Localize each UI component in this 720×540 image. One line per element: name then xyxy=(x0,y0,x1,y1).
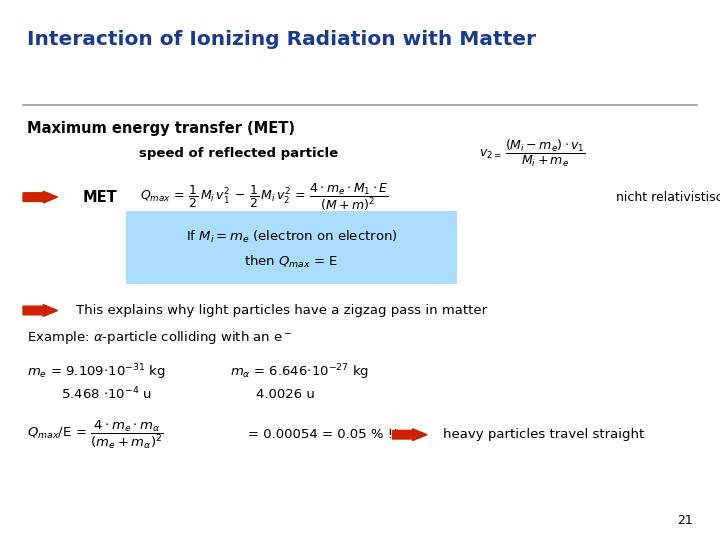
FancyArrow shape xyxy=(23,305,58,316)
Text: speed of reflected particle: speed of reflected particle xyxy=(139,147,338,160)
FancyArrow shape xyxy=(392,429,427,441)
Text: nicht relativistisch: nicht relativistisch xyxy=(616,191,720,204)
Text: $Q_{max}\,=\,\dfrac{1}{2}\,M_i\,v_1^2\,-\,\dfrac{1}{2}\,M_i\,v_2^2\,=\,\dfrac{4\: $Q_{max}\,=\,\dfrac{1}{2}\,M_i\,v_1^2\,-… xyxy=(140,181,389,213)
Text: 4.0026 u: 4.0026 u xyxy=(256,388,315,401)
Text: then $Q_{max}$ = E: then $Q_{max}$ = E xyxy=(245,254,338,270)
Text: heavy particles travel straight: heavy particles travel straight xyxy=(443,428,644,441)
Text: 5.468 $\cdot$10$^{-4}$ u: 5.468 $\cdot$10$^{-4}$ u xyxy=(61,386,152,402)
Text: This explains why light particles have a zigzag pass in matter: This explains why light particles have a… xyxy=(76,304,487,317)
Text: Interaction of Ionizing Radiation with Matter: Interaction of Ionizing Radiation with M… xyxy=(27,30,536,49)
Text: Maximum energy transfer (MET): Maximum energy transfer (MET) xyxy=(27,122,295,137)
Text: $Q_{max}$/E = $\dfrac{4\cdot m_e\cdot m_\alpha}{(m_e + m_\alpha)^2}$: $Q_{max}$/E = $\dfrac{4\cdot m_e\cdot m_… xyxy=(27,418,164,451)
Text: Example: $\alpha$-particle colliding with an e$^-$: Example: $\alpha$-particle colliding wit… xyxy=(27,329,292,346)
Text: $m_\alpha$ = 6.646$\cdot$10$^{-27}$ kg: $m_\alpha$ = 6.646$\cdot$10$^{-27}$ kg xyxy=(230,363,369,382)
FancyArrow shape xyxy=(23,191,58,203)
Text: = 0.00054 = 0.05 % !!: = 0.00054 = 0.05 % !! xyxy=(248,428,399,441)
Text: $v_{2=}\,\dfrac{(M_i - m_e)\cdot v_1}{M_i + m_e}$: $v_{2=}\,\dfrac{(M_i - m_e)\cdot v_1}{M_… xyxy=(479,138,585,170)
Text: If $M_i = m_e$ (electron on electron): If $M_i = m_e$ (electron on electron) xyxy=(186,228,397,245)
Text: $m_e$ = 9.109$\cdot$10$^{-31}$ kg: $m_e$ = 9.109$\cdot$10$^{-31}$ kg xyxy=(27,363,166,382)
FancyBboxPatch shape xyxy=(126,211,457,284)
Text: 21: 21 xyxy=(677,514,693,526)
Text: MET: MET xyxy=(83,190,117,205)
